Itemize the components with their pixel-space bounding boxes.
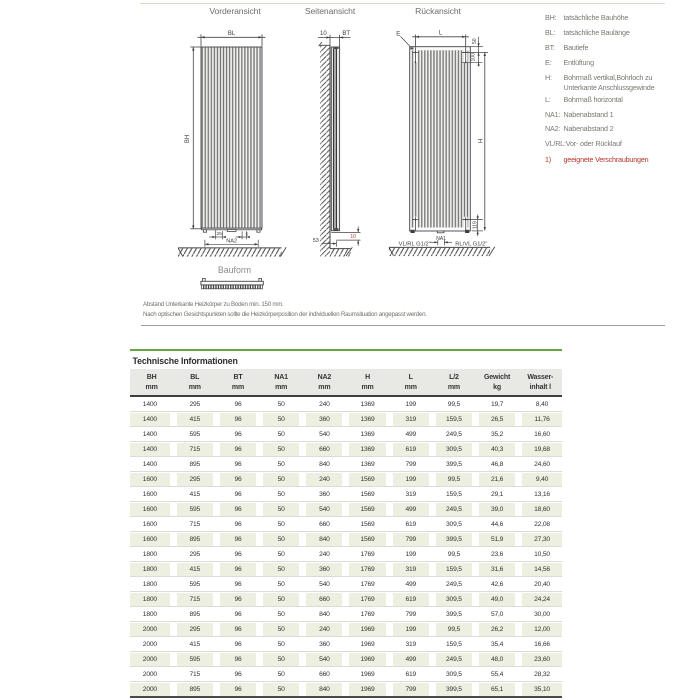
svg-text:NA2: NA2	[226, 239, 237, 245]
svg-text:L: L	[439, 31, 443, 37]
svg-text:25: 25	[217, 231, 223, 237]
svg-text:RL/VL G1/2'': RL/VL G1/2''	[455, 242, 487, 248]
svg-text:BL: BL	[228, 31, 236, 37]
svg-text:5: 5	[245, 232, 248, 238]
svg-text:E: E	[396, 31, 400, 37]
svg-text:100: 100	[471, 53, 477, 62]
svg-text:VL/RL G1/2'': VL/RL G1/2''	[399, 242, 431, 248]
svg-text:H: H	[478, 139, 484, 143]
svg-text:BH: BH	[185, 135, 191, 143]
svg-text:53: 53	[313, 238, 319, 244]
svg-text:119: 119	[472, 221, 478, 229]
svg-text:10: 10	[350, 234, 356, 240]
svg-text:BT: BT	[342, 31, 350, 37]
svg-text:NA1: NA1	[436, 236, 446, 242]
svg-text:50: 50	[472, 38, 478, 44]
svg-text:10: 10	[320, 31, 327, 37]
